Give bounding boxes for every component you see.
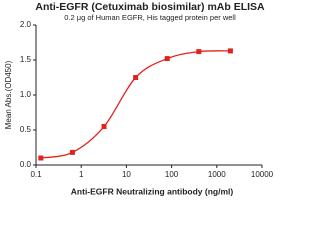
y-tick-label: 2.0	[20, 20, 32, 29]
x-axis-label: Anti-EGFR Neutralizing antibody (ng/ml)	[71, 186, 234, 196]
chart-title: Anti-EGFR (Cetuximab biosimilar) mAb ELI…	[35, 1, 265, 13]
data-point	[69, 149, 75, 155]
x-tick-label: 1	[79, 170, 84, 179]
x-tick-label: 10	[122, 170, 131, 179]
x-tick-label: 10000	[251, 170, 274, 179]
fit-curve	[40, 50, 231, 159]
y-axis-label: Mean Abs.(OD450)	[4, 60, 13, 129]
y-tick-label: 0.5	[20, 125, 32, 134]
chart-subtitle: 0.2 μg of Human EGFR, His tagged protein…	[64, 13, 236, 22]
x-tick-label: 100	[165, 170, 179, 179]
data-point	[101, 124, 107, 129]
data-point	[196, 49, 202, 55]
x-tick-label: 1000	[208, 170, 226, 179]
data-point	[133, 75, 139, 80]
y-tick-label: 1.0	[20, 90, 32, 99]
chart: Anti-EGFR (Cetuximab biosimilar) mAb ELI…	[4, 1, 274, 196]
y-tick-label: 0.0	[20, 160, 32, 169]
y-tick-label: 1.5	[20, 55, 32, 64]
x-tick-label: 0.1	[30, 170, 42, 179]
data-point	[227, 48, 233, 54]
data-point	[38, 155, 44, 161]
data-point	[164, 56, 170, 62]
